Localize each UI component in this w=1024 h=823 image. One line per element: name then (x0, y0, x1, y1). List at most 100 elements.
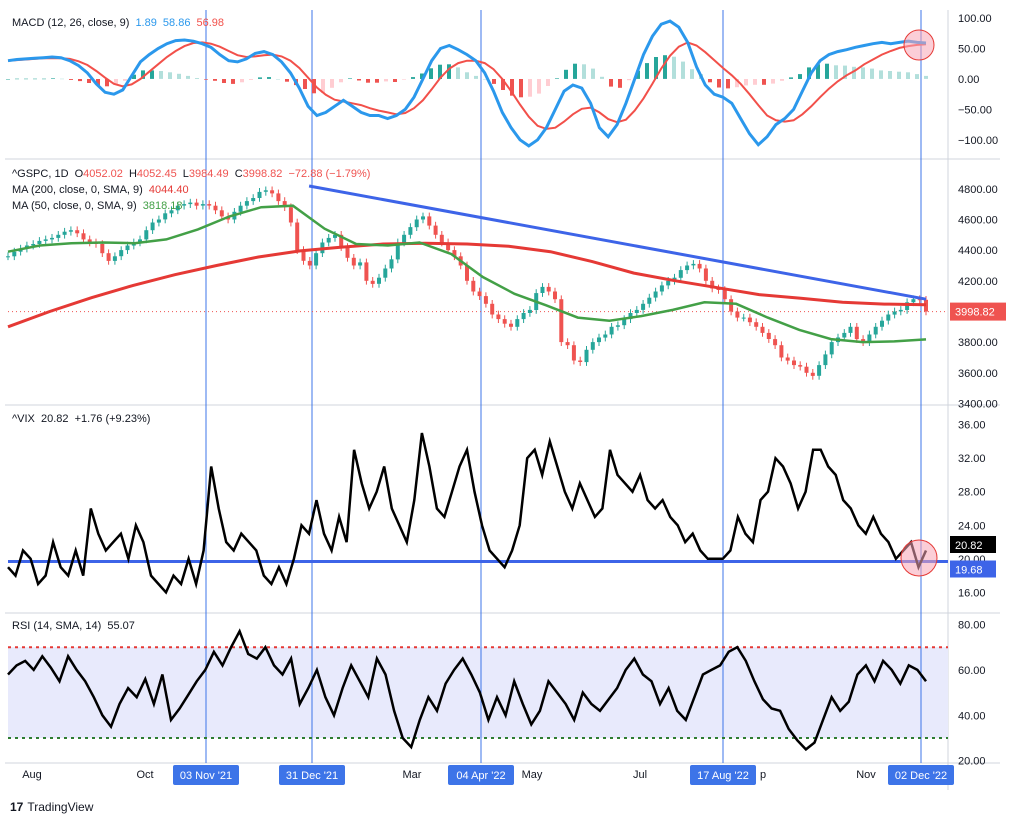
candle-body (333, 234, 337, 238)
macd-histogram-bar (114, 79, 118, 85)
macd-histogram-bar (132, 74, 136, 79)
candle-body (125, 245, 130, 251)
macd-histogram-bar (303, 79, 307, 89)
candle-body (603, 334, 608, 338)
macd-histogram-bar (348, 78, 352, 79)
macd-histogram-bar (150, 70, 154, 79)
macd-tick-label: −50.00 (958, 104, 992, 116)
macd-histogram-bar (177, 73, 181, 79)
candle-body (886, 314, 891, 321)
vix-legend: ^VIX 20.82 +1.76 (+9.23%) (12, 413, 153, 425)
date-badge-bg (448, 765, 514, 785)
candle-body (817, 365, 822, 376)
candle-body (773, 339, 778, 346)
candle-body (219, 210, 224, 217)
ma50-legend-value: 3818.18 (142, 200, 183, 212)
candle-body (421, 216, 425, 220)
month-label-partial: p (760, 769, 766, 781)
candle-body (515, 319, 520, 327)
candle-body (288, 207, 293, 223)
candle-body (270, 190, 275, 194)
macd-histogram-bar (609, 79, 613, 87)
candle-body (75, 230, 80, 234)
candle-body (647, 297, 652, 304)
candle-body (804, 366, 809, 373)
month-label: Nov (856, 769, 876, 781)
candle-body (565, 342, 570, 346)
macd-histogram-bar (258, 77, 262, 79)
candle-body (238, 205, 243, 212)
candle-body (490, 303, 495, 315)
vix-highlight-circle (900, 539, 938, 577)
candle-body (685, 265, 690, 271)
candle-body (823, 354, 828, 366)
macd-histogram-bar (807, 67, 811, 79)
macd-histogram-bar (888, 71, 892, 79)
macd-legend-name: MACD (12, 26, close, 9) (12, 17, 130, 29)
macd-tick-label: 50.00 (958, 44, 986, 56)
macd-histogram-bar (762, 79, 766, 85)
candle-body (395, 242, 400, 260)
price-legend-o-label: O (74, 168, 84, 180)
macd-histogram-bar (33, 78, 37, 80)
macd-histogram-bar (924, 75, 928, 79)
candle-body (854, 326, 859, 340)
candle-body (383, 268, 388, 278)
macd-histogram-bar (483, 79, 487, 80)
vix-legend-value: 20.82 (40, 413, 69, 425)
candle-body (509, 323, 513, 327)
macd-panel (6, 19, 928, 148)
candle-body (138, 239, 142, 243)
macd-histogram-bar (204, 79, 208, 80)
macd-histogram-bar (366, 79, 370, 83)
macd-histogram-bar (87, 79, 91, 83)
macd-histogram-bar (60, 78, 64, 80)
candle-body (609, 326, 614, 335)
macd-histogram-bar (843, 65, 847, 79)
candle-body (200, 204, 205, 206)
rsi-legend-value: 55.07 (107, 620, 135, 632)
macd-histogram-bar (816, 64, 820, 79)
candle-body (622, 319, 627, 326)
macd-legend-value-1: 1.89 (135, 17, 157, 29)
candle-body (263, 190, 268, 192)
macd-histogram-bar (429, 68, 433, 79)
macd-histogram-bar (159, 71, 163, 79)
macd-histogram-bar (825, 63, 829, 79)
candle-body (483, 296, 488, 304)
macd-histogram-bar (789, 77, 793, 79)
macd-histogram-bar (501, 79, 505, 90)
macd-histogram-bar (15, 78, 19, 80)
macd-histogram-bar (492, 79, 496, 84)
vix-legend-name: ^VIX (12, 413, 35, 425)
macd-tick-label: 100.00 (958, 13, 992, 25)
tradingview-brand[interactable]: 17 TradingView (10, 800, 93, 814)
ma50-legend-name: MA (50, close, 0, SMA, 9) (12, 200, 137, 212)
candle-body (100, 244, 105, 254)
macd-histogram-bar (78, 79, 82, 82)
price-tick-label: 4200.00 (958, 276, 998, 288)
macd-histogram-bar (564, 69, 568, 79)
macd-histogram-bar (411, 77, 415, 79)
candle-body (710, 280, 715, 289)
vix-tick-label: 36.00 (958, 420, 986, 432)
candle-body (402, 234, 407, 243)
macd-histogram-bar (663, 55, 667, 79)
macd-histogram-bar (375, 79, 379, 83)
candle-body (31, 244, 36, 246)
month-label: Oct (136, 769, 153, 781)
candle-body (175, 205, 180, 211)
rsi-tick-label: 20.00 (958, 756, 986, 768)
vix-tick-label: 32.00 (958, 453, 986, 465)
candle-body (301, 250, 306, 261)
rsi-tick-label: 60.00 (958, 665, 986, 677)
candle-body (12, 251, 17, 257)
candle-body (282, 201, 287, 208)
candle-body (546, 286, 551, 292)
candle-body (477, 291, 482, 297)
vix-level-badge-label: 19.68 (955, 565, 983, 577)
candle-body (163, 213, 168, 220)
macd-histogram-bar (636, 70, 640, 79)
candle-body (729, 299, 734, 312)
macd-histogram-bar (420, 73, 424, 79)
